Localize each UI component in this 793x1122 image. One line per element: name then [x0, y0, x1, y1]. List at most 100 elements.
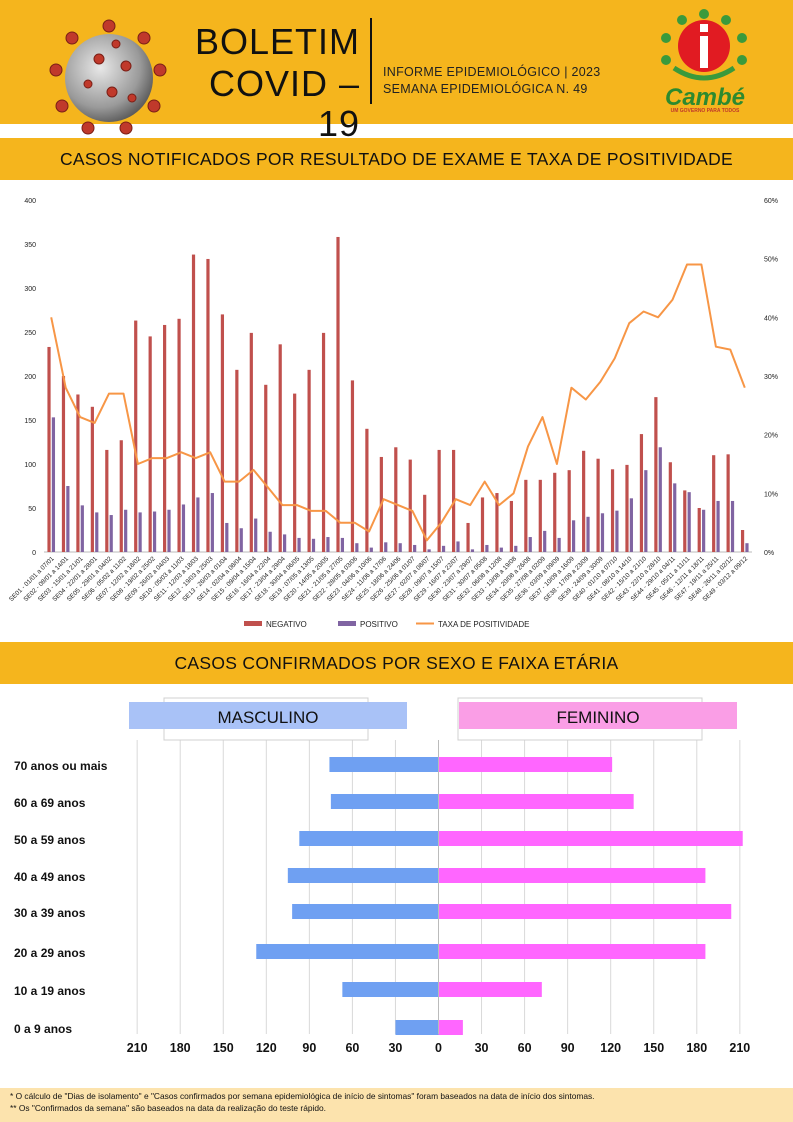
bar-feminino	[438, 944, 706, 959]
bar-negativo	[639, 434, 644, 552]
logo-tagline: UM GOVERNO PARA TODOS	[670, 108, 740, 114]
bar-positivo	[181, 504, 186, 552]
bar-positivo	[124, 509, 128, 552]
footer-note-1: * O cálculo de "Dias de isolamento" e "C…	[10, 1091, 595, 1101]
bar-positivo	[528, 537, 532, 552]
legend-label: POSITIVO	[360, 620, 398, 629]
bar-negativo	[148, 336, 152, 552]
bar-negativo	[437, 449, 441, 552]
x-tick-label: 30	[388, 1041, 402, 1055]
x-tick-label: 150	[643, 1041, 664, 1055]
bar-negativo	[509, 500, 513, 552]
bar-positivo	[51, 417, 56, 552]
bar-positivo	[441, 545, 446, 552]
bar-positivo	[615, 510, 619, 552]
bar-feminino	[438, 904, 732, 919]
bar-positivo	[514, 545, 518, 552]
y-tick-label: 150	[24, 418, 36, 425]
bar-positivo	[658, 447, 662, 552]
x-tick-label: 60	[518, 1041, 532, 1055]
bar-feminino	[438, 831, 743, 846]
x-tick-label: 210	[127, 1041, 148, 1055]
bar-negativo	[423, 494, 427, 552]
y-tick-label: 0	[32, 550, 36, 557]
bar-masculino	[395, 1020, 439, 1035]
y2-tick-label: 20%	[764, 433, 778, 440]
bar-negativo	[191, 254, 196, 552]
bar-positivo	[673, 483, 677, 552]
bar-positivo	[499, 547, 503, 552]
bar-negativo	[596, 458, 600, 552]
bar-positivo	[138, 512, 142, 552]
x-tick-label: 30	[475, 1041, 489, 1055]
x-tick-label: 0	[435, 1041, 442, 1055]
logo-name: Cambé	[664, 84, 746, 111]
x-tick-label: 180	[170, 1041, 191, 1055]
bar-masculino	[329, 757, 439, 772]
bar-negativo	[350, 380, 355, 552]
bar-negativo	[553, 472, 557, 552]
y-tick-label: 400	[24, 198, 36, 205]
y-tick-label: 200	[24, 374, 36, 381]
bar-positivo	[297, 537, 301, 552]
bar-negativo	[76, 394, 80, 552]
bar-negativo	[293, 393, 297, 552]
bar-negativo	[220, 314, 225, 552]
bar-negativo	[610, 469, 615, 552]
x-tick-label: 120	[256, 1041, 277, 1055]
virus-icon	[49, 19, 167, 135]
bar-negativo	[321, 332, 326, 552]
bar-negativo	[625, 464, 629, 552]
bar-positivo	[571, 520, 576, 552]
bar-positivo	[600, 513, 605, 552]
bar-feminino	[438, 757, 613, 772]
y-tick-label: 350	[24, 242, 36, 249]
y2-tick-label: 60%	[764, 198, 778, 205]
age-group-label: 0 a 9 anos	[14, 1022, 72, 1036]
bar-masculino	[287, 868, 439, 883]
line-taxa-de-positividade	[50, 263, 746, 542]
bar-positivo	[485, 544, 489, 552]
header-divider	[370, 18, 372, 104]
bar-negativo	[249, 332, 253, 552]
bar-positivo	[225, 522, 229, 552]
bar-negativo	[365, 428, 369, 552]
bar-positivo	[398, 543, 402, 552]
bar-negativo	[567, 470, 571, 552]
bar-feminino	[438, 868, 706, 883]
bar-feminino	[438, 794, 634, 809]
bar-negativo	[264, 384, 268, 552]
bar-negativo	[466, 522, 470, 552]
bar-negativo	[206, 258, 210, 552]
bar-positivo	[326, 537, 330, 552]
y2-tick-label: 50%	[764, 257, 778, 264]
legend-swatch	[338, 621, 356, 626]
chart1-title-band: CASOS NOTIFICADOS POR RESULTADO DE EXAME…	[0, 138, 793, 180]
footer-note-2: ** Os "Confirmados da semana" são basead…	[10, 1103, 327, 1113]
x-tick-label: 150	[213, 1041, 234, 1055]
bar-negativo	[582, 450, 586, 552]
age-group-label: 20 a 29 anos	[14, 946, 86, 960]
bar-positivo	[687, 492, 691, 552]
bar-positivo	[268, 531, 272, 552]
y2-tick-label: 0%	[764, 550, 774, 557]
bulletin-title-line2: COVID – 19	[208, 63, 360, 144]
bar-positivo	[745, 543, 749, 552]
bar-positivo	[702, 509, 706, 552]
bar-positivo	[716, 500, 720, 552]
bar-negativo	[90, 406, 94, 552]
footer-notes: * O cálculo de "Dias de isolamento" e "C…	[0, 1088, 793, 1122]
bar-masculino	[342, 982, 439, 997]
age-sex-chart: MASCULINO FEMININO 70 anos ou mais 60 a 69 …	[14, 697, 750, 1055]
age-group-label: 10 a 19 anos	[14, 984, 86, 998]
bulletin-subtitle-line2: SEMANA EPIDEMIOLÓGICA N. 49	[383, 82, 588, 96]
y2-tick-label: 40%	[764, 315, 778, 322]
bar-negativo	[668, 462, 672, 552]
bulletin-subtitle-line1: INFORME EPIDEMIOLÓGICO | 2023	[383, 65, 601, 79]
y2-tick-label: 10%	[764, 491, 778, 498]
male-header-label: MASCULINO	[217, 708, 318, 727]
bar-negativo	[683, 490, 687, 552]
bar-positivo	[470, 549, 475, 552]
bar-negativo	[163, 324, 167, 552]
bar-positivo	[109, 515, 113, 552]
